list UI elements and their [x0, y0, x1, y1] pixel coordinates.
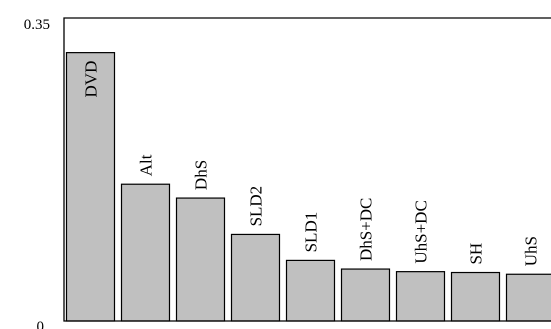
bar-alt	[120, 183, 171, 322]
y-tick-label-min: 0	[37, 319, 45, 329]
bar-label-uhs-dc: UhS+DC	[412, 200, 431, 263]
bar-sld2	[230, 233, 281, 322]
bar-label-dvd: DVD	[82, 61, 101, 98]
bar-uhs	[505, 273, 551, 322]
plot-frame	[63, 17, 551, 322]
bar-uhs-dc	[395, 271, 446, 322]
bar-labels-group: DVD Alt DhS SLD2 SLD1 DhS+DC UhS+DC SH UhS	[82, 61, 541, 267]
bar-label-alt: Alt	[137, 154, 156, 176]
bar-dhs-dc	[340, 268, 391, 322]
bar-label-dhs: DhS	[192, 160, 211, 190]
bar-sh	[450, 271, 501, 322]
bars-group	[65, 52, 551, 322]
bar-label-sld2: SLD2	[247, 186, 266, 227]
bar-label-sld1: SLD1	[302, 212, 321, 253]
bar-label-sh: SH	[467, 243, 486, 265]
bar-label-uhs: UhS	[522, 236, 541, 266]
y-tick-label-max: 0.35	[24, 17, 50, 33]
bar-dhs	[175, 197, 226, 322]
bar-dvd	[65, 52, 116, 322]
bar-sld1	[285, 259, 336, 322]
bar-label-dhs-dc: DhS+DC	[357, 198, 376, 261]
